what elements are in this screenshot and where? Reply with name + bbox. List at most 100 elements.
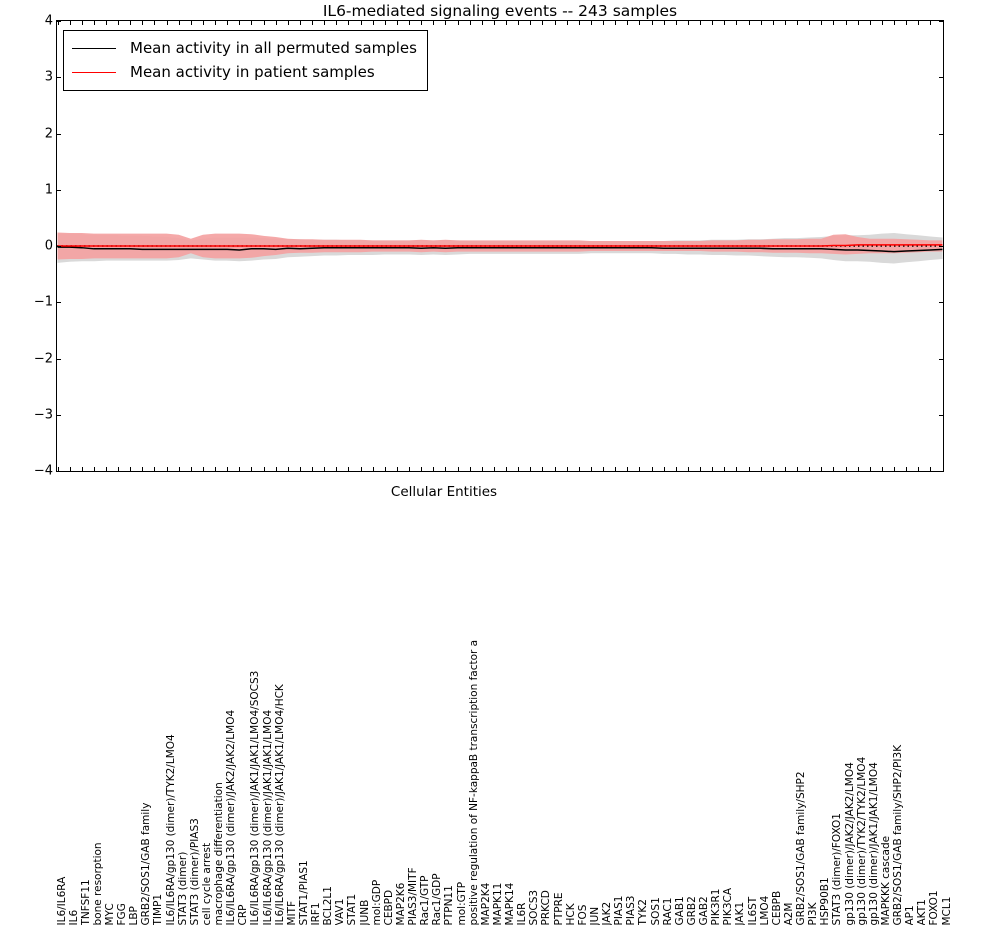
x-tick-mark bbox=[227, 21, 229, 25]
x-tick-mark bbox=[772, 467, 774, 471]
chart-title: IL6-mediated signaling events -- 243 sam… bbox=[322, 2, 678, 20]
x-tick-mark bbox=[736, 467, 738, 471]
x-category-label: STAT3 (dimer)/PIAS3 bbox=[188, 817, 201, 925]
x-tick-mark bbox=[118, 21, 120, 25]
x-tick-mark bbox=[615, 467, 617, 471]
x-category-label: PIK3R1 bbox=[709, 888, 722, 925]
x-tick-mark bbox=[760, 21, 762, 25]
x-tick-mark bbox=[554, 21, 556, 25]
x-tick-mark bbox=[69, 467, 71, 471]
x-category-label: TNFSF11 bbox=[79, 878, 92, 925]
x-category-label: MAPKKK cascade bbox=[879, 835, 892, 925]
x-category-label: PTPRE bbox=[552, 891, 565, 925]
x-tick-mark bbox=[518, 21, 520, 25]
x-tick-mark bbox=[712, 467, 714, 471]
x-tick-mark bbox=[105, 21, 107, 25]
x-tick-mark bbox=[481, 21, 483, 25]
x-category-label: LMO4 bbox=[758, 895, 771, 925]
x-tick-mark bbox=[263, 467, 265, 471]
x-tick-mark bbox=[906, 467, 908, 471]
x-tick-mark bbox=[384, 467, 386, 471]
x-tick-mark bbox=[627, 21, 629, 25]
x-tick-mark bbox=[506, 21, 508, 25]
x-tick-mark bbox=[881, 21, 883, 25]
x-category-label: RAC1 bbox=[661, 897, 674, 925]
x-category-label: IL6 bbox=[67, 909, 80, 925]
x-tick-mark bbox=[687, 21, 689, 25]
x-tick-mark bbox=[603, 21, 605, 25]
x-tick-mark bbox=[724, 467, 726, 471]
x-category-label: STAT1/PIAS1 bbox=[297, 859, 310, 925]
x-category-label: IL6ST bbox=[746, 896, 759, 925]
x-tick-mark bbox=[372, 467, 374, 471]
x-category-label: STAT1 bbox=[346, 893, 359, 925]
x-category-label: gp130 (dimer)/JAK2/JAK2/LMO4 bbox=[843, 761, 856, 925]
x-tick-mark bbox=[457, 21, 459, 25]
x-category-label: GRB2/SOS1/GAB family bbox=[140, 802, 153, 925]
x-tick-mark bbox=[348, 467, 350, 471]
x-tick-mark bbox=[603, 467, 605, 471]
x-tick-mark bbox=[821, 467, 823, 471]
legend-swatch-patient bbox=[72, 71, 116, 73]
x-tick-mark bbox=[590, 21, 592, 25]
x-tick-mark bbox=[445, 21, 447, 25]
x-tick-mark bbox=[639, 467, 641, 471]
y-tick-mark bbox=[939, 21, 943, 22]
x-category-label: IL6R bbox=[515, 902, 528, 925]
y-tick-mark bbox=[939, 246, 943, 247]
y-tick-mark bbox=[57, 133, 61, 135]
x-tick-mark bbox=[663, 467, 665, 471]
x-category-label: mol:GDP bbox=[370, 879, 383, 925]
x-tick-mark bbox=[409, 21, 411, 25]
x-category-label: Rac1/GTP bbox=[418, 875, 431, 925]
x-tick-mark bbox=[130, 21, 132, 25]
x-tick-mark bbox=[700, 467, 702, 471]
x-tick-mark bbox=[202, 21, 204, 25]
y-tick-mark bbox=[57, 77, 61, 79]
x-category-label: PIAS3/MITF bbox=[406, 866, 419, 925]
y-tick-label: 4 bbox=[44, 13, 53, 29]
x-category-label: HCK bbox=[564, 902, 577, 925]
x-tick-mark bbox=[239, 467, 241, 471]
x-category-label: PIAS1 bbox=[612, 895, 625, 925]
x-tick-mark bbox=[857, 21, 859, 25]
x-tick-mark bbox=[578, 21, 580, 25]
y-tick-mark bbox=[939, 471, 943, 472]
y-tick-mark bbox=[939, 189, 943, 191]
x-category-label: A2M bbox=[782, 902, 795, 925]
x-tick-mark bbox=[312, 467, 314, 471]
x-category-label: TYK2 bbox=[637, 898, 650, 925]
x-category-label: MYC bbox=[103, 902, 116, 925]
x-tick-mark bbox=[360, 21, 362, 25]
x-tick-mark bbox=[784, 467, 786, 471]
x-category-label: BCL2L1 bbox=[321, 885, 334, 925]
chart-figure: IL6-mediated signaling events -- 243 sam… bbox=[33, 2, 953, 925]
x-tick-mark bbox=[469, 467, 471, 471]
x-tick-mark bbox=[700, 21, 702, 25]
x-tick-mark bbox=[554, 467, 556, 471]
x-tick-mark bbox=[712, 21, 714, 25]
x-tick-mark bbox=[894, 21, 895, 25]
y-tick-mark bbox=[57, 302, 61, 304]
x-tick-mark bbox=[348, 21, 350, 25]
x-tick-mark bbox=[881, 467, 883, 471]
x-tick-mark bbox=[251, 467, 253, 471]
x-category-label: Rac1/GDP bbox=[431, 872, 444, 925]
x-tick-mark bbox=[445, 467, 447, 471]
x-tick-mark bbox=[748, 467, 750, 471]
x-tick-mark bbox=[57, 467, 59, 471]
x-tick-mark bbox=[566, 21, 568, 25]
y-tick-mark bbox=[939, 358, 943, 360]
x-tick-mark bbox=[469, 21, 471, 25]
x-tick-mark bbox=[336, 21, 338, 25]
y-tick-label: 2 bbox=[44, 126, 53, 141]
x-tick-mark bbox=[154, 467, 156, 471]
y-tick-mark bbox=[57, 471, 61, 472]
x-tick-mark bbox=[578, 467, 580, 471]
x-category-label: MAPK11 bbox=[491, 882, 504, 925]
x-tick-mark bbox=[530, 467, 532, 471]
x-category-label: AKT1 bbox=[916, 898, 928, 925]
x-tick-mark bbox=[627, 467, 629, 471]
x-tick-mark bbox=[275, 21, 277, 25]
x-tick-mark bbox=[493, 467, 495, 471]
